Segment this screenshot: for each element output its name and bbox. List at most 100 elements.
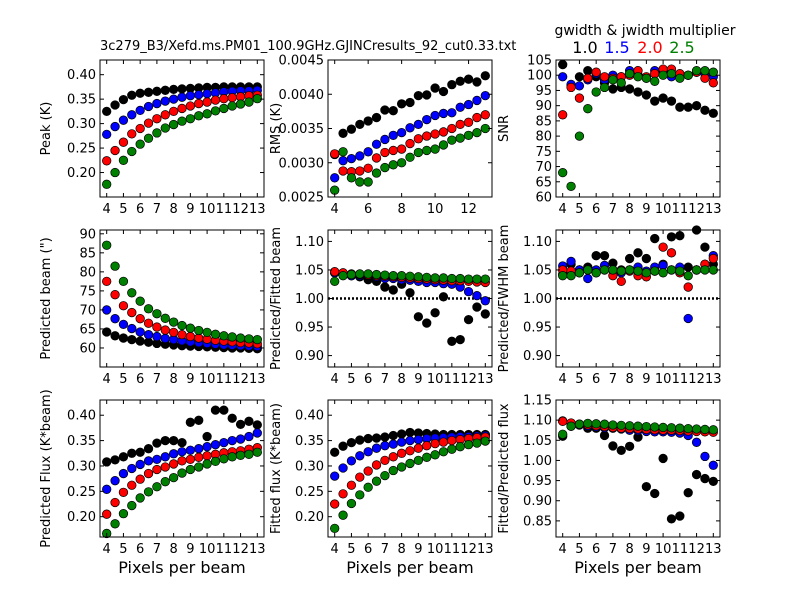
data-point <box>127 480 137 490</box>
data-point <box>102 129 112 140</box>
data-point <box>194 98 204 109</box>
series-2.0 <box>102 443 262 519</box>
data-point <box>558 72 568 82</box>
data-point <box>110 455 120 465</box>
data-point <box>380 134 390 145</box>
data-point <box>194 444 204 454</box>
plot-area <box>100 60 264 197</box>
data-point <box>152 322 162 332</box>
panel-peak: 4 5 6 7 8 9 10 11 12 13 0.20 0.25 0.30 0.35 0.40 Peak (… <box>39 59 266 217</box>
x-axis-label: Pixels per beam <box>574 558 701 577</box>
data-point <box>102 484 112 494</box>
x-tick-label: 5 <box>347 372 355 387</box>
data-point <box>152 454 162 465</box>
y-tick-label: 0.95 <box>523 474 552 489</box>
data-point <box>143 318 154 328</box>
data-point <box>102 106 112 117</box>
x-tick-label: 8 <box>169 372 177 387</box>
series-2.5 <box>102 240 262 345</box>
data-point <box>227 435 237 446</box>
data-point <box>658 422 668 433</box>
y-tick-label: 0.90 <box>295 349 324 364</box>
data-point <box>463 130 474 141</box>
data-point <box>438 273 449 283</box>
data-point <box>363 116 373 126</box>
data-point <box>599 82 610 93</box>
data-point <box>127 307 137 318</box>
data-point <box>447 435 457 446</box>
data-point <box>413 455 424 466</box>
series-2.5 <box>558 66 718 191</box>
x-tick-label: 8 <box>169 542 177 557</box>
data-point <box>152 128 162 138</box>
data-point <box>700 473 710 484</box>
x-tick-label: 8 <box>625 202 633 217</box>
x-tick-label: 7 <box>609 372 617 387</box>
axes-frame <box>555 59 721 198</box>
data-point <box>210 106 221 116</box>
data-point <box>338 156 348 166</box>
data-point <box>413 312 424 322</box>
data-point <box>235 434 246 444</box>
x-tick-label: 12 <box>688 202 705 217</box>
y-tick-label: 60 <box>535 191 552 206</box>
data-point <box>168 94 179 104</box>
data-point <box>430 129 440 139</box>
data-point <box>110 121 120 132</box>
x-tick-label: 4 <box>559 542 567 557</box>
data-point <box>346 498 357 509</box>
x-tick-label: 4 <box>559 202 567 217</box>
data-point <box>143 87 154 97</box>
data-point <box>177 103 187 114</box>
x-tick-label: 7 <box>153 372 161 387</box>
axes-frame <box>99 229 265 368</box>
data-point <box>413 90 424 101</box>
data-point <box>430 308 440 318</box>
data-point <box>177 437 187 448</box>
data-point <box>472 127 482 138</box>
data-point <box>194 415 204 425</box>
data-point <box>346 456 357 466</box>
data-point <box>591 268 601 278</box>
data-point <box>658 453 668 464</box>
data-point <box>472 302 482 312</box>
data-point <box>194 452 204 462</box>
data-point <box>152 464 162 475</box>
data-point <box>346 173 357 183</box>
data-point <box>185 114 196 124</box>
data-point <box>558 271 568 281</box>
data-point <box>127 110 137 120</box>
x-tick-label: 10 <box>427 202 444 217</box>
data-point <box>380 432 390 442</box>
data-point <box>371 153 382 163</box>
series-2.5 <box>330 269 490 287</box>
data-point <box>219 405 229 415</box>
data-point <box>422 145 432 156</box>
series-2.0 <box>330 110 490 177</box>
x-tick-label: 7 <box>609 542 617 557</box>
series-1.0 <box>330 268 490 346</box>
data-point <box>666 96 677 106</box>
data-point <box>633 72 643 82</box>
data-point <box>396 448 407 458</box>
y-tick-label: 1.00 <box>523 292 552 307</box>
series-2.5 <box>558 265 718 281</box>
data-point <box>202 327 212 338</box>
data-point <box>371 443 382 453</box>
data-point <box>160 110 170 120</box>
data-point <box>355 166 365 176</box>
data-point <box>405 138 415 149</box>
data-point <box>463 99 474 110</box>
data-point <box>102 327 112 337</box>
data-point <box>566 82 576 93</box>
data-point <box>168 84 179 95</box>
data-point <box>472 274 482 284</box>
data-point <box>633 421 643 431</box>
y-axis-label: Peak (K) <box>39 102 54 156</box>
data-point <box>127 129 137 139</box>
data-point <box>252 447 262 457</box>
x-tick-label: 4 <box>103 542 111 557</box>
y-tick-label: 0.20 <box>67 166 96 181</box>
data-point <box>472 77 482 87</box>
data-point <box>227 332 237 342</box>
